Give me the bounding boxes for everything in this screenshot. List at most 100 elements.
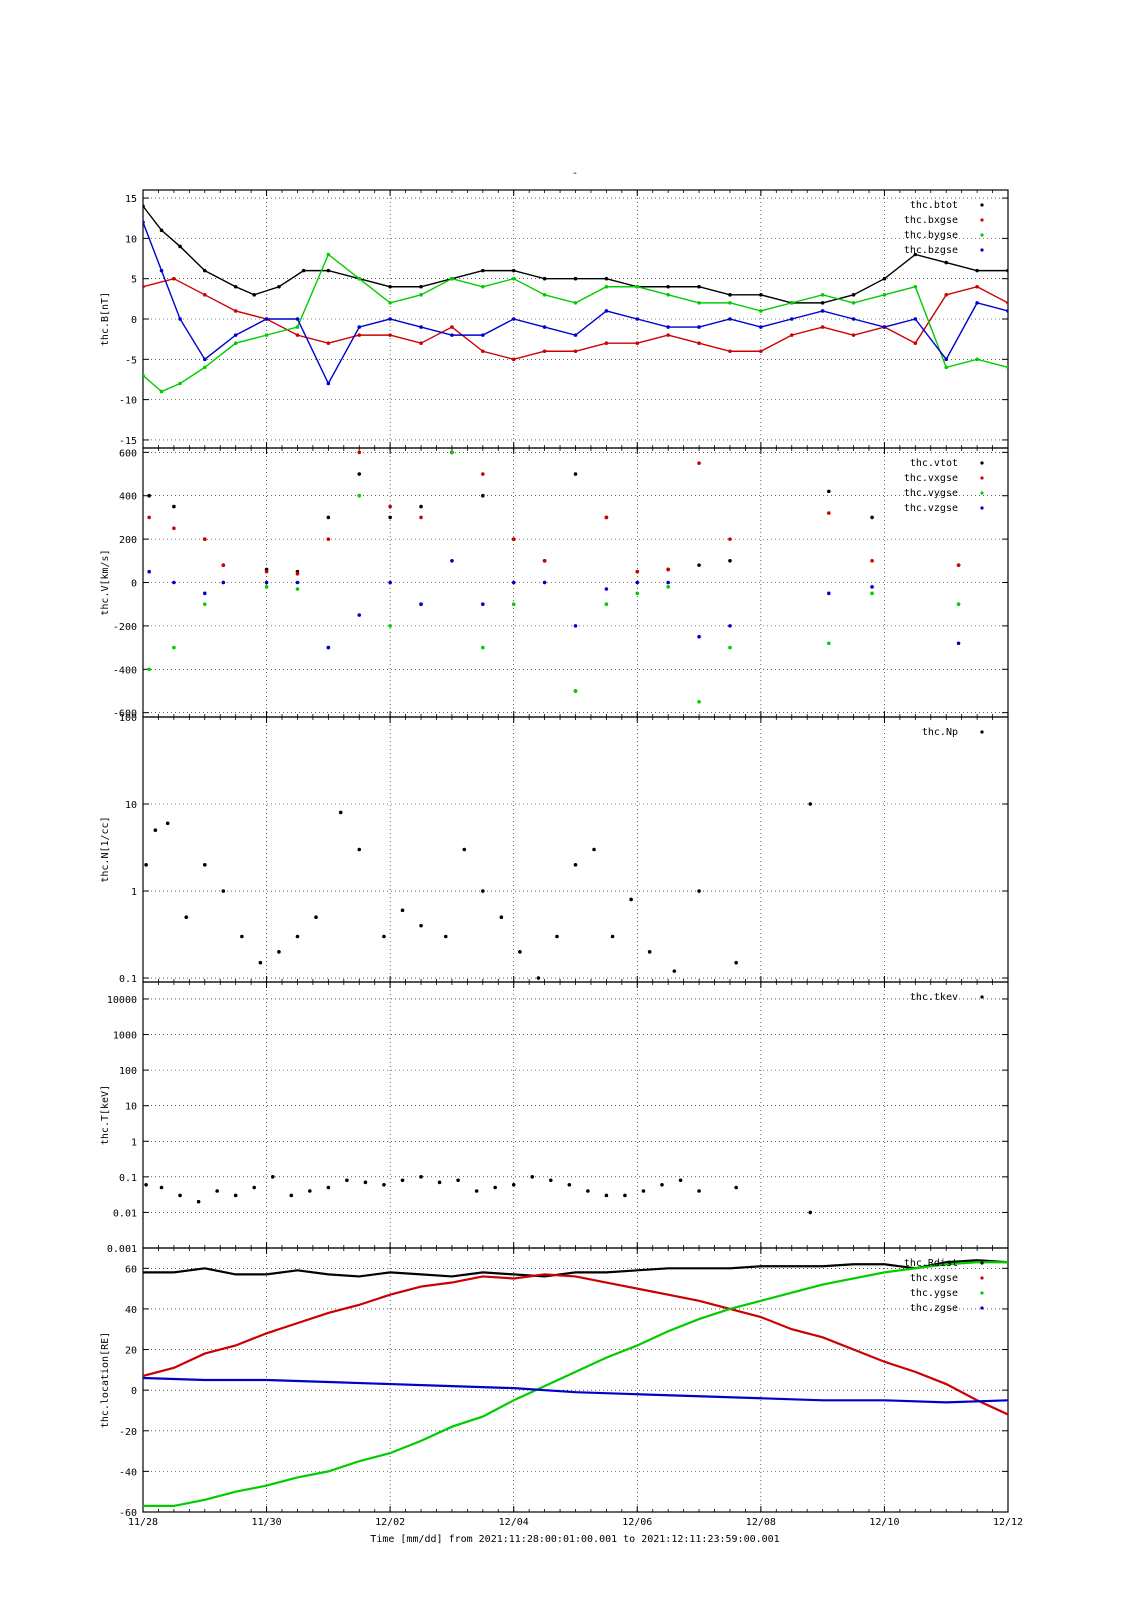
y-tick-label: -600 xyxy=(113,709,137,720)
data-point-thc.bygse xyxy=(159,389,164,394)
y-tick-label: -40 xyxy=(119,1467,137,1478)
x-tick-label: 12/10 xyxy=(869,1517,899,1528)
data-point-thc.btot xyxy=(882,276,887,281)
data-point-thc.btot xyxy=(851,293,856,297)
data-point-thc.btot xyxy=(159,228,164,233)
data-point-thc.bxgse xyxy=(326,341,331,345)
y-tick-label: 400 xyxy=(119,492,137,503)
data-point-thc.bygse xyxy=(604,284,609,289)
data-point-thc.tkev xyxy=(159,1185,164,1190)
data-point-thc.bzgse xyxy=(666,325,670,329)
data-point-thc.vygse xyxy=(827,641,831,646)
data-point-thc.vxgse xyxy=(697,461,701,465)
data-point-thc.vzgse xyxy=(295,580,300,585)
data-point-thc.bxgse xyxy=(851,333,856,337)
data-point-thc.btot xyxy=(820,301,825,305)
series-line-thc.xgse xyxy=(143,1273,1008,1416)
data-point-thc.Np xyxy=(357,847,362,852)
data-point-thc.vzgse xyxy=(956,641,961,646)
data-point-thc.tkev xyxy=(808,1210,813,1215)
data-point-thc.btot xyxy=(178,244,182,249)
data-point-thc.vtot xyxy=(326,515,331,520)
data-point-thc.bxgse xyxy=(143,284,145,289)
data-point-thc.vxgse xyxy=(542,559,547,563)
legend-marker xyxy=(980,1306,984,1310)
data-point-thc.Np xyxy=(153,828,158,832)
y-tick-label: 60 xyxy=(125,1264,137,1275)
data-point-thc.tkev xyxy=(308,1189,312,1193)
data-point-thc.Np xyxy=(697,889,701,893)
data-point-thc.bzgse xyxy=(388,317,392,321)
y-tick-label: 0.1 xyxy=(119,974,137,985)
y-tick-label: -60 xyxy=(119,1508,137,1519)
data-point-thc.bzgse xyxy=(143,220,145,225)
panel-B: -15 -10 -5 0 5 10 15 thc.B[nT] thc.btot thc.bxgse… xyxy=(100,189,1009,449)
data-point-thc.Np xyxy=(338,810,343,815)
data-point-thc.Np xyxy=(202,863,207,867)
data-point-thc.bxgse xyxy=(975,284,979,289)
data-point-thc.btot xyxy=(975,268,979,273)
data-point-thc.vtot xyxy=(870,515,874,520)
legend-marker xyxy=(980,730,984,734)
data-point-thc.vzgse xyxy=(542,580,547,585)
data-point-thc.tkev xyxy=(289,1193,294,1198)
data-point-thc.vygse xyxy=(295,587,300,591)
data-point-thc.bzgse xyxy=(450,333,454,337)
data-point-thc.bygse xyxy=(481,284,485,289)
data-point-thc.tkev xyxy=(326,1185,331,1190)
y-axis-label: thc.N[1/cc] xyxy=(100,816,111,882)
y-tick-label: 0.1 xyxy=(119,1173,137,1184)
data-point-thc.bygse xyxy=(882,293,887,297)
legend-marker xyxy=(980,476,984,480)
legend-marker xyxy=(980,995,984,999)
data-point-thc.vzgse xyxy=(221,580,226,585)
data-point-thc.vtot xyxy=(573,472,578,476)
panel-V: -600 -400 -200 0 200 400 600 thc.V[km/s] thc.vto… xyxy=(100,447,1009,720)
data-point-thc.Np xyxy=(184,915,189,920)
data-point-thc.Np xyxy=(647,950,652,954)
x-tick-label: 12/06 xyxy=(622,1517,652,1528)
data-layer xyxy=(144,802,813,980)
data-point-thc.bygse xyxy=(357,276,362,281)
y-tick-label: 0 xyxy=(131,315,137,326)
data-point-thc.vtot xyxy=(827,489,831,494)
data-point-thc.vzgse xyxy=(388,580,392,585)
data-point-thc.vxgse xyxy=(388,504,392,509)
x-tick-label: 12/02 xyxy=(375,1517,405,1528)
data-point-thc.btot xyxy=(252,293,257,297)
data-point-thc.bxgse xyxy=(511,357,516,362)
panels: -15-10-5051015thc.B[nT]thc.btotthc.bxgse… xyxy=(100,189,1023,1528)
data-point-thc.btot xyxy=(202,268,207,273)
y-tick-label: 100 xyxy=(119,713,137,724)
data-point-thc.bzgse xyxy=(1006,309,1008,313)
legend-label: thc.btot xyxy=(910,200,958,211)
y-tick-label: -200 xyxy=(113,622,137,633)
data-point-thc.tkev xyxy=(345,1178,349,1183)
data-point-thc.Np xyxy=(258,960,263,965)
data-point-thc.vxgse xyxy=(827,511,831,515)
y-tick-label: 10 xyxy=(125,800,137,811)
y-tick-label: 20 xyxy=(125,1346,137,1357)
data-point-thc.bygse xyxy=(573,301,578,305)
data-point-thc.bxgse xyxy=(728,349,732,354)
data-point-thc.vygse xyxy=(511,602,516,606)
data-point-thc.bygse xyxy=(202,365,207,370)
data-point-thc.vygse xyxy=(481,645,485,650)
x-tick-label: 11/28 xyxy=(128,1517,158,1528)
legend-label: thc.vxgse xyxy=(904,473,958,484)
data-point-thc.vygse xyxy=(635,591,640,596)
data-point-thc.tkev xyxy=(604,1193,609,1198)
legend-marker xyxy=(980,218,984,222)
data-point-thc.vxgse xyxy=(666,567,670,572)
data-point-thc.vygse xyxy=(450,450,454,455)
data-point-thc.Np xyxy=(144,863,148,867)
data-point-thc.btot xyxy=(511,268,516,273)
data-point-thc.bygse xyxy=(975,357,979,362)
y-tick-label: 5 xyxy=(131,275,137,286)
y-tick-label: 0.01 xyxy=(113,1208,137,1219)
legend-label: thc.tkev xyxy=(910,992,958,1003)
data-point-thc.bzgse xyxy=(202,357,207,362)
data-point-thc.vzgse xyxy=(202,591,207,596)
data-point-thc.Np xyxy=(610,934,615,939)
